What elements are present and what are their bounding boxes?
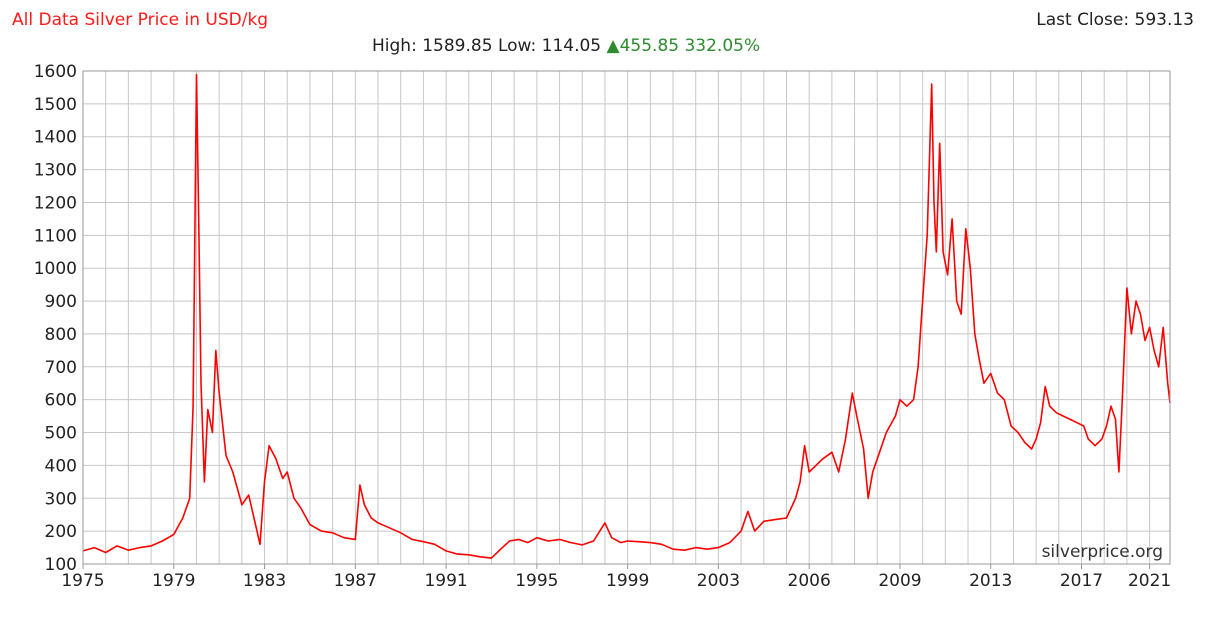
y-tick-label: 300: [45, 489, 77, 509]
high-label: High:: [372, 36, 417, 56]
x-tick-label: 1991: [424, 571, 467, 591]
y-tick-label: 1200: [34, 193, 77, 213]
watermark: silverprice.org: [1042, 542, 1163, 562]
y-tick-label: 1600: [34, 62, 77, 82]
price-stats: High: 1589.85 Low: 114.05 ▲455.85 332.05…: [372, 36, 760, 56]
x-tick-label: 1987: [334, 571, 377, 591]
change-up-arrow-icon: ▲: [606, 36, 620, 56]
x-tick-label: 2009: [878, 571, 921, 591]
series-line: [82, 73, 1171, 559]
y-tick-label: 200: [45, 522, 77, 542]
change-value: 455.85: [619, 36, 680, 56]
y-tick-label: 600: [45, 391, 77, 411]
last-close: Last Close: 593.13: [1036, 10, 1194, 30]
x-tick-label: 2021: [1128, 571, 1171, 591]
y-axis-ticks: 100 200 300 400 500 600 700 800 900 1000 1100 1200 1…: [34, 62, 77, 575]
x-tick-label: 2013: [969, 571, 1012, 591]
plot-area: [83, 71, 1170, 564]
y-tick-label: 100: [45, 555, 77, 575]
y-tick-label: 900: [45, 292, 77, 312]
last-close-value: 593.13: [1134, 10, 1194, 30]
y-tick-label: 1400: [34, 128, 77, 148]
y-tick-label: 800: [45, 325, 77, 345]
x-tick-label: 1979: [152, 571, 195, 591]
plot-border: [82, 70, 1171, 565]
y-tick-label: 400: [45, 456, 77, 476]
high-value: 1589.85: [422, 36, 493, 56]
series-layer: [82, 73, 1171, 559]
y-tick-label: 1100: [34, 226, 77, 246]
x-tick-label: 2017: [1060, 571, 1103, 591]
chart-title: All Data Silver Price in USD/kg: [12, 10, 269, 30]
y-tick-label: 1000: [34, 259, 77, 279]
y-tick-label: 1500: [34, 95, 77, 115]
y-tick-label: 1300: [34, 161, 77, 181]
y-tick-label: 700: [45, 358, 77, 378]
x-tick-label: 1999: [606, 571, 649, 591]
low-value: 114.05: [541, 36, 602, 56]
x-tick-label: 1983: [243, 571, 286, 591]
y-tick-label: 500: [45, 424, 77, 444]
x-tick-label: 1975: [61, 571, 104, 591]
x-tick-label: 2003: [697, 571, 740, 591]
x-tick-label: 2006: [788, 571, 831, 591]
low-label: Low:: [497, 36, 537, 56]
last-close-label: Last Close:: [1036, 10, 1130, 30]
x-axis-ticks: 1975 1979 1983 1987 1991 1995 1999 2003 2006 2009…: [61, 564, 1171, 591]
x-tick-label: 1995: [515, 571, 558, 591]
change-percent: 332.05%: [684, 36, 761, 56]
